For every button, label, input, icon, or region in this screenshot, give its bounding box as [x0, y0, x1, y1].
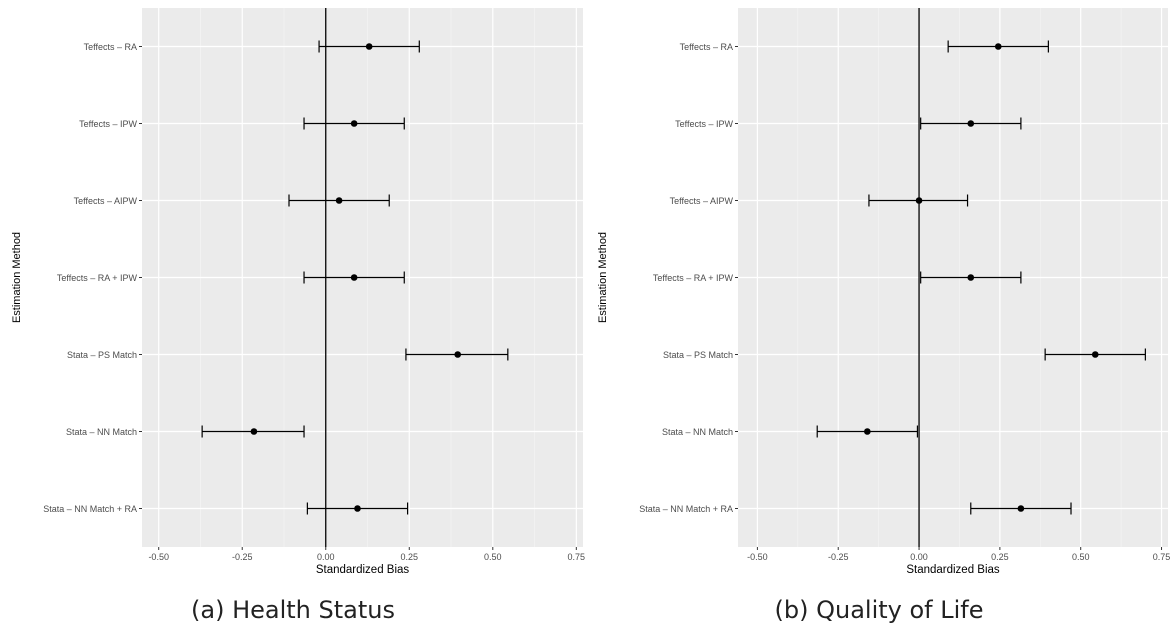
y-tick-label: Stata – NN Match + RA: [43, 504, 137, 514]
x-tick-label: 0.50: [1072, 552, 1090, 562]
estimate-point: [350, 120, 358, 127]
x-tick-label: -0.25: [232, 552, 253, 562]
y-axis-title: Estimation Method: [11, 232, 23, 323]
chart-panel-quality-of-life: Teffects – RA Teffects – IPW Teffects – AI…: [586, 0, 1172, 637]
y-tick-label: Teffects – RA: [84, 42, 137, 52]
x-tick-label: 0.75: [568, 552, 586, 562]
estimate-point: [365, 43, 373, 50]
x-tick-label: -0.25: [828, 552, 849, 562]
x-axis-title: Standardized Bias: [316, 564, 410, 576]
x-tick-label: 0.25: [401, 552, 419, 562]
y-tick-label: Stata – PS Match: [67, 350, 137, 360]
y-tick-label: Teffects – AIPW: [74, 196, 138, 206]
y-tick-label: Teffects – RA + IPW: [57, 273, 138, 283]
estimate-point: [1091, 351, 1099, 358]
x-tick-label: 0.50: [484, 552, 502, 562]
estimate-point: [915, 197, 923, 204]
figure-caption: (a) Health Status: [0, 596, 586, 624]
estimate-point: [250, 428, 258, 435]
y-tick-label: Stata – NN Match: [662, 427, 733, 437]
y-axis-title: Estimation Method: [597, 232, 609, 323]
x-tick-label: 0.00: [317, 552, 335, 562]
chart-svg-health-status: Teffects – RA Teffects – IPW Teffects – AI…: [11, 8, 586, 576]
estimate-point: [335, 197, 343, 204]
y-tick-label: Teffects – RA: [680, 42, 733, 52]
caption-label: (b): [774, 596, 809, 624]
x-tick-label: 0.25: [991, 552, 1009, 562]
x-tick-label: -0.50: [747, 552, 768, 562]
caption-text: Health Status: [232, 596, 395, 624]
y-tick-label: Teffects – RA + IPW: [653, 273, 734, 283]
y-tick-label: Teffects – IPW: [79, 119, 137, 129]
estimate-point: [967, 120, 975, 127]
estimate-point: [994, 43, 1002, 50]
y-tick-label: Stata – NN Match + RA: [639, 504, 733, 514]
y-tick-label: Teffects – IPW: [675, 119, 733, 129]
y-tick-label: Stata – PS Match: [663, 350, 733, 360]
chart-panel-health-status: Teffects – RA Teffects – IPW Teffects – AI…: [0, 8, 586, 624]
estimate-point: [967, 274, 975, 281]
x-tick-label: 0.75: [1153, 552, 1171, 562]
caption-text: Quality of Life: [816, 596, 984, 624]
estimate-point: [354, 505, 361, 512]
x-axis-title: Standardized Bias: [906, 564, 1000, 576]
x-tick-label: 0.00: [910, 552, 928, 562]
y-tick-label: Stata – NN Match: [66, 427, 137, 437]
y-tick-label: Teffects – AIPW: [670, 196, 734, 206]
estimate-point: [454, 351, 462, 358]
caption-label: (a): [191, 596, 225, 624]
estimate-point: [350, 274, 358, 281]
chart-svg-quality-of-life: Teffects – RA Teffects – IPW Teffects – AI…: [597, 8, 1171, 576]
x-tick-label: -0.50: [148, 552, 169, 562]
figure-caption: (b) Quality of Life: [586, 596, 1172, 624]
estimate-point: [864, 428, 871, 435]
estimate-point: [1017, 505, 1025, 512]
